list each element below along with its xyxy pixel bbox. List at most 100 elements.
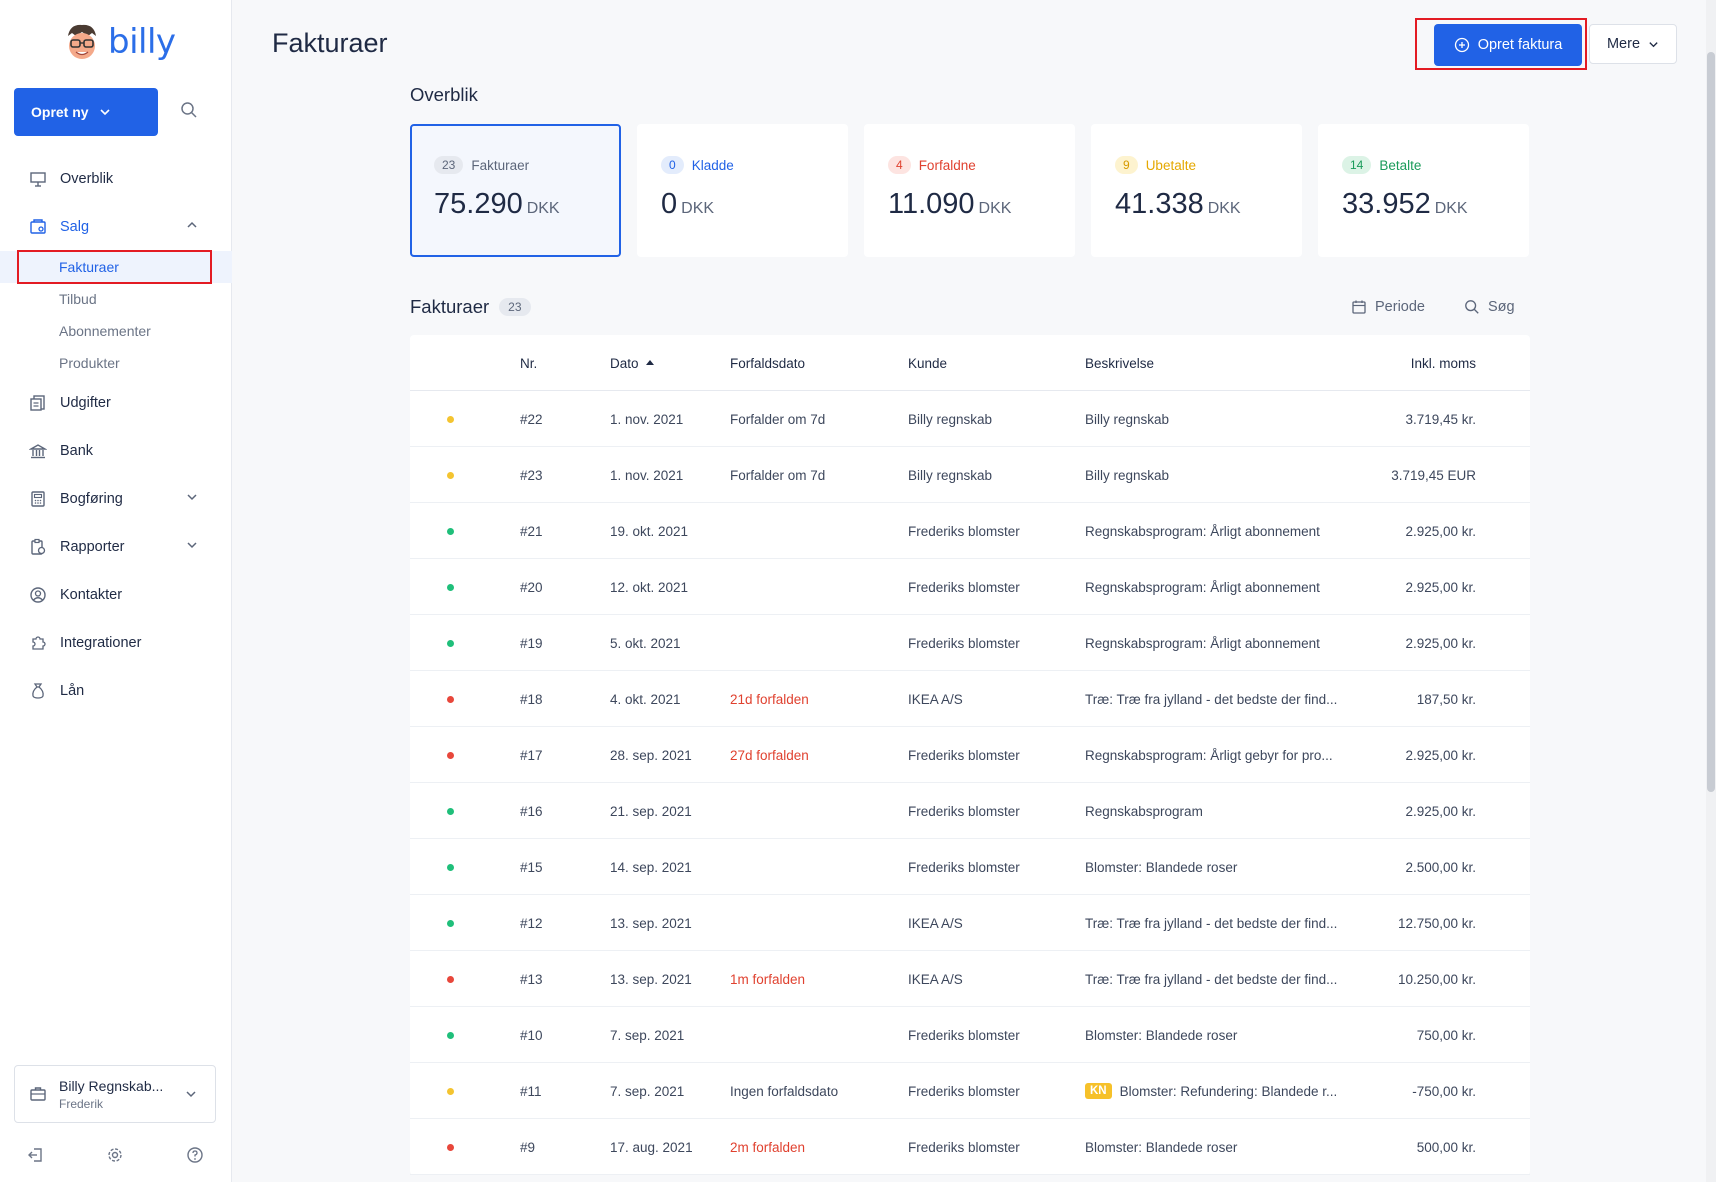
card-fakturaer[interactable]: 23 Fakturaer 75.290 DKK: [410, 124, 621, 257]
invoice-description-text: Blomster: Blandede roser: [1085, 859, 1238, 875]
status-dot: [447, 559, 454, 615]
invoice-amount: 750,00 kr.: [1416, 1027, 1476, 1043]
invoice-customer: Frederiks blomster: [908, 1139, 1020, 1155]
table-row[interactable]: #18 4. okt. 2021 21d forfalden IKEA A/S Træ:…: [410, 671, 1530, 727]
invoice-amount: 2.925,00 kr.: [1405, 635, 1476, 651]
scrollbar-track[interactable]: [1706, 0, 1716, 1182]
table-row[interactable]: #13 13. sep. 2021 1m forfalden IKEA A/S Træ:…: [410, 951, 1530, 1007]
receipts-icon: [28, 393, 48, 413]
invoice-date: 21. sep. 2021: [610, 803, 692, 819]
sidebar-item-bank[interactable]: Bank: [0, 427, 232, 475]
sidebar-subitem-fakturaer[interactable]: Fakturaer: [0, 251, 232, 283]
chevron-down-icon[interactable]: [186, 539, 198, 551]
sidebar-item-overblik[interactable]: Overblik: [0, 155, 232, 203]
table-row[interactable]: #17 28. sep. 2021 27d forfalden Frederiks b…: [410, 727, 1530, 783]
sidebar-item-bogforing[interactable]: Bogføring: [0, 475, 232, 523]
invoice-due: Forfalder om 7d: [730, 411, 826, 427]
sidebar-subitem-tilbud[interactable]: Tilbud: [59, 291, 97, 307]
column-description[interactable]: Beskrivelse: [1085, 355, 1155, 371]
more-label: Mere: [1606, 36, 1641, 52]
invoice-description: Blomster: Blandede roser: [1085, 839, 1345, 895]
invoice-description: Regnskabsprogram: Årligt abonnement: [1085, 503, 1345, 559]
card-label: Fakturaer: [471, 157, 530, 173]
table-row[interactable]: #21 19. okt. 2021 Frederiks blomster Regnsk…: [410, 503, 1530, 559]
invoice-number: #23: [520, 467, 543, 483]
invoice-customer: Frederiks blomster: [908, 1027, 1020, 1043]
card-amount: 11.090: [888, 188, 975, 220]
organization-switcher[interactable]: Billy Regnskab... Frederik: [14, 1065, 216, 1123]
gear-icon[interactable]: [106, 1146, 124, 1169]
invoice-customer: Billy regnskab: [908, 467, 993, 483]
invoice-number: #17: [520, 747, 543, 763]
table-row[interactable]: #23 1. nov. 2021 Forfalder om 7d Billy regn…: [410, 447, 1530, 503]
card-kladde[interactable]: 0 Kladde 0 DKK: [637, 124, 848, 257]
scrollbar-thumb[interactable]: [1707, 52, 1715, 792]
sidebar-search-icon[interactable]: [180, 101, 198, 124]
sidebar-item-kontakter[interactable]: Kontakter: [0, 571, 232, 619]
column-amount[interactable]: Inkl. moms: [1410, 355, 1476, 371]
create-new-button[interactable]: Opret ny: [14, 88, 158, 136]
invoice-due: 21d forfalden: [730, 691, 809, 707]
table-row[interactable]: #19 5. okt. 2021 Frederiks blomster Regnska…: [410, 615, 1530, 671]
table-row[interactable]: #16 21. sep. 2021 Frederiks blomster Regnsk…: [410, 783, 1530, 839]
invoice-number: #19: [520, 635, 543, 651]
more-button[interactable]: Mere: [1589, 24, 1677, 64]
sidebar: billy Opret ny Overblik Salg Fakturaer T…: [0, 0, 232, 1182]
column-date[interactable]: Dato: [610, 335, 655, 391]
chevron-up-icon[interactable]: [186, 219, 198, 231]
table-row[interactable]: #11 7. sep. 2021 Ingen forfaldsdato Frederi…: [410, 1063, 1530, 1119]
card-ubetalte[interactable]: 9 Ubetalte 41.338 DKK: [1091, 124, 1302, 257]
bank-icon: [28, 441, 48, 461]
table-row[interactable]: #22 1. nov. 2021 Forfalder om 7d Billy regn…: [410, 391, 1530, 447]
card-betalte[interactable]: 14 Betalte 33.952 DKK: [1318, 124, 1529, 257]
invoice-date: 1. nov. 2021: [610, 467, 684, 483]
invoice-date: 13. sep. 2021: [610, 971, 692, 987]
invoice-description-text: Træ: Træ fra jylland - det bedste der fi…: [1085, 691, 1338, 707]
table-row[interactable]: #15 14. sep. 2021 Frederiks blomster Blomst…: [410, 839, 1530, 895]
card-count: 0: [661, 156, 684, 174]
invoice-description: Blomster: Blandede roser: [1085, 1007, 1345, 1063]
invoice-number: #21: [520, 523, 543, 539]
invoice-amount: 2.500,00 kr.: [1405, 859, 1476, 875]
invoice-amount: 3.719,45 EUR: [1391, 467, 1476, 483]
card-forfaldne[interactable]: 4 Forfaldne 11.090 DKK: [864, 124, 1075, 257]
chevron-down-icon[interactable]: [186, 491, 198, 503]
invoice-amount: 12.750,00 kr.: [1397, 915, 1476, 931]
column-due[interactable]: Forfaldsdato: [730, 355, 806, 371]
invoice-due: Ingen forfaldsdato: [730, 1083, 839, 1099]
help-icon[interactable]: [186, 1146, 204, 1169]
page-title: Fakturaer: [272, 28, 388, 58]
sidebar-item-udgifter[interactable]: Udgifter: [0, 379, 232, 427]
highlight-box: [17, 250, 212, 284]
table-row[interactable]: #10 7. sep. 2021 Frederiks blomster Blomste…: [410, 1007, 1530, 1063]
sidebar-item-integrationer[interactable]: Integrationer: [0, 619, 232, 667]
sidebar-subitem-abonnementer[interactable]: Abonnementer: [59, 323, 151, 339]
table-row[interactable]: #9 17. aug. 2021 2m forfalden Frederiks blo…: [410, 1119, 1530, 1175]
organization-name: Billy Regnskab...: [59, 1077, 164, 1094]
period-filter[interactable]: Periode: [1351, 299, 1425, 315]
column-date-label: Dato: [610, 355, 639, 371]
sidebar-item-lan[interactable]: Lån: [0, 667, 232, 715]
invoice-date: 5. okt. 2021: [610, 635, 681, 651]
logout-icon[interactable]: [27, 1146, 45, 1169]
create-invoice-button[interactable]: Opret faktura: [1434, 24, 1582, 66]
search-icon: [1465, 300, 1479, 314]
sidebar-item-salg[interactable]: Salg: [0, 203, 232, 251]
search-button[interactable]: Søg: [1464, 299, 1515, 315]
report-icon: [28, 537, 48, 557]
invoice-description-text: Blomster: Blandede roser: [1085, 1139, 1238, 1155]
invoice-description-text: Træ: Træ fra jylland - det bedste der fi…: [1085, 971, 1338, 987]
table-row[interactable]: #20 12. okt. 2021 Frederiks blomster Regnsk…: [410, 559, 1530, 615]
invoice-list-title: Fakturaer: [410, 296, 490, 317]
card-amount: 75.290: [434, 188, 523, 220]
sidebar-item-rapporter[interactable]: Rapporter: [0, 523, 232, 571]
column-nr[interactable]: Nr.: [520, 355, 538, 371]
sidebar-subitem-produkter[interactable]: Produkter: [59, 355, 120, 371]
period-label: Periode: [1375, 299, 1425, 315]
invoice-customer: Frederiks blomster: [908, 523, 1020, 539]
invoice-number: #13: [520, 971, 543, 987]
invoice-description: Regnskabsprogram: Årligt abonnement: [1085, 615, 1345, 671]
column-customer[interactable]: Kunde: [908, 355, 948, 371]
billy-logo[interactable]: billy: [62, 22, 176, 62]
table-row[interactable]: #12 13. sep. 2021 IKEA A/S Træ: Træ fra jyl…: [410, 895, 1530, 951]
